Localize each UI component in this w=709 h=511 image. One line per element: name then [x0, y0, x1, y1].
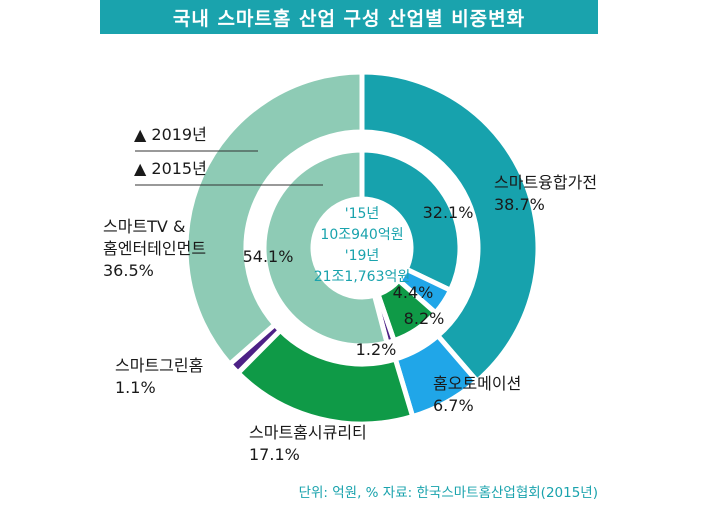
outer-data-label-스마트그린홈: 1.1%	[115, 378, 156, 397]
source-note: 단위: 억원, % 자료: 한국스마트홈산업협회(2015년)	[299, 485, 598, 501]
category-label-스마트융합가전-0: 스마트융합가전	[494, 173, 597, 192]
inner-slice-스마트tv-홈엔터테인먼트	[261, 147, 391, 349]
legend-item-outer: ▲ 2019년	[134, 125, 207, 144]
inner-data-label-스마트홈시큐리티: 8.2%	[404, 309, 445, 328]
outer-slice-스마트tv-홈엔터테인먼트	[183, 69, 365, 368]
outer-data-label-스마트융합가전: 38.7%	[494, 195, 545, 214]
center-label-0: '15년	[345, 206, 380, 222]
category-label-스마트tv-홈엔터테인먼트-1: 홈엔터테인먼트	[103, 239, 206, 258]
outer-slice-스마트융합가전	[359, 69, 541, 385]
center-label-2: '19년	[345, 248, 380, 264]
center-label-3: 21조1,763억원	[314, 269, 411, 285]
inner-data-label-스마트융합가전: 32.1%	[423, 203, 474, 222]
outer-data-label-홈오토메이션: 6.7%	[433, 396, 474, 415]
legend-item-inner: ▲ 2015년	[134, 159, 207, 178]
category-label-스마트그린홈-0: 스마트그린홈	[115, 356, 203, 375]
inner-data-label-스마트tv-홈엔터테인먼트: 54.1%	[243, 247, 294, 266]
inner-slice-스마트융합가전	[359, 147, 463, 294]
inner-data-label-스마트그린홈: 1.2%	[356, 340, 397, 359]
chart-title: 국내 스마트홈 산업 구성 산업별 비중변화	[100, 0, 598, 34]
outer-data-label-스마트홈시큐리티: 17.1%	[249, 445, 300, 464]
category-label-스마트홈시큐리티-0: 스마트홈시큐리티	[249, 423, 367, 442]
outer-data-label-스마트tv-홈엔터테인먼트: 36.5%	[103, 261, 154, 280]
category-label-홈오토메이션-0: 홈오토메이션	[433, 374, 521, 393]
category-label-스마트tv-홈엔터테인먼트-0: 스마트TV &	[103, 217, 185, 236]
inner-data-label-홈오토메이션: 4.4%	[393, 283, 434, 302]
center-label-1: 10조940억원	[320, 227, 403, 243]
